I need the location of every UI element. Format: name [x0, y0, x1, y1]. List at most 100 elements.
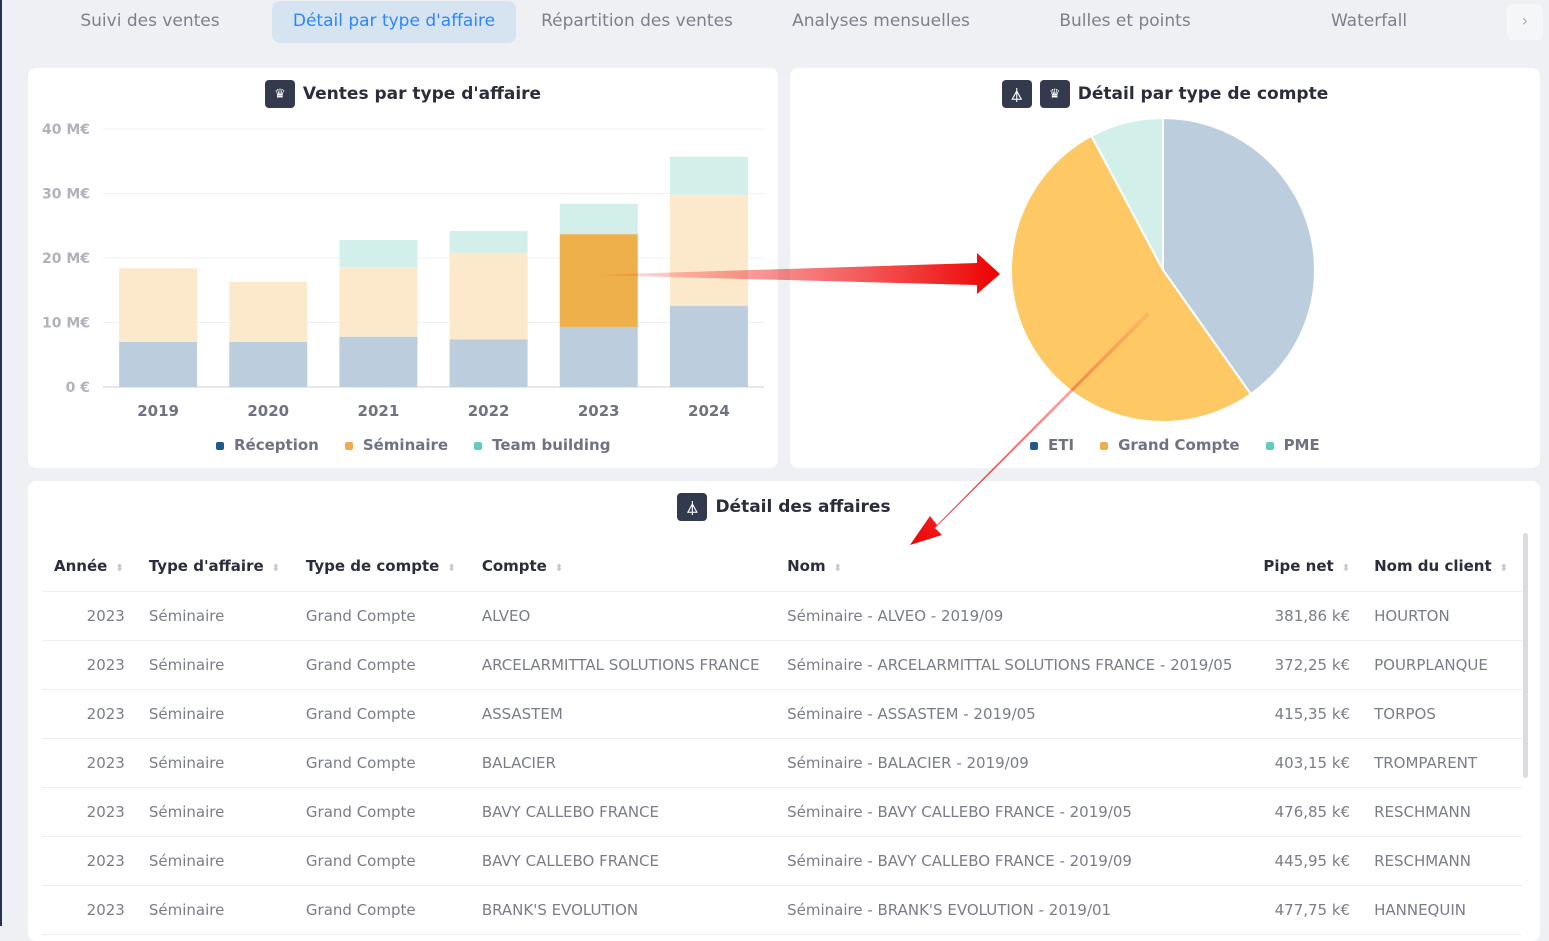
tab-waterfall[interactable]: Waterfall: [1330, 11, 1408, 31]
table-cell: TORPOS: [1362, 689, 1522, 739]
column-header-label: Nom: [787, 556, 826, 575]
legend-item[interactable]: Team building: [474, 436, 610, 454]
sort-icon[interactable]: ⬍: [833, 562, 842, 574]
table-cell: Séminaire - ALVEO - 2019/09: [775, 591, 1251, 641]
table-cell: BAVY CALLEBO FRANCE: [469, 836, 776, 886]
sort-icon[interactable]: ⬍: [271, 562, 281, 574]
table-row[interactable]: 2023 Séminaire Grand Compte BALACIER Séminai…: [42, 738, 1522, 788]
table-cell: 2023: [42, 591, 137, 641]
bar-2024-Team building[interactable]: [669, 156, 748, 195]
column-header[interactable]: Année ⬍: [42, 541, 137, 592]
sort-icon[interactable]: ⬍: [1499, 562, 1509, 574]
table-cell: Grand Compte: [293, 689, 470, 739]
y-tick-label: 10 M€: [42, 316, 90, 332]
tab-suivi-ventes[interactable]: Suivi des ventes: [80, 11, 220, 31]
pie-slice-ETI[interactable]: [1162, 116, 1316, 396]
table-cell: Séminaire - ARCELARMITTAL SOLUTIONS FRAN…: [775, 640, 1251, 690]
table-cell: 2023: [42, 689, 137, 739]
column-header[interactable]: Nom du client ⬍: [1362, 541, 1522, 592]
bar-2023-Réception[interactable]: [559, 327, 638, 387]
bar-2021-Réception[interactable]: [339, 336, 418, 387]
bar-2024-Séminaire[interactable]: [669, 194, 748, 306]
table-title-text: Détail des affaires: [715, 497, 891, 517]
tab-detail-type-affaire[interactable]: Détail par type d'affaire: [272, 1, 516, 43]
pie-slice-PME[interactable]: [1090, 116, 1164, 271]
table-cell: Séminaire: [136, 591, 294, 641]
x-tick-label: 2020: [247, 402, 289, 420]
bar-2019-Séminaire[interactable]: [119, 268, 198, 342]
table-cell: 381,86 k€: [1250, 591, 1363, 641]
bar-2021-Team building[interactable]: [339, 239, 418, 268]
deals-table: Année ⬍ Type d'affaire ⬍ Type de compte ⬍ Comp…: [42, 541, 1522, 935]
bar-2022-Séminaire[interactable]: [449, 252, 528, 340]
table-cell: 2023: [42, 787, 137, 837]
column-header-label: Type de compte: [305, 556, 440, 575]
column-header[interactable]: Type d'affaire ⬍: [136, 541, 294, 592]
table-cell: Grand Compte: [293, 787, 470, 837]
column-header[interactable]: Type de compte ⬍: [293, 541, 470, 592]
tab-repartition-ventes[interactable]: Répartition des ventes: [541, 11, 733, 31]
legend-item[interactable]: Réception: [216, 436, 319, 454]
table-cell: Séminaire - ASSASTEM - 2019/05: [775, 689, 1251, 739]
tab-bar: Suivi des ventes Détail par type d'affai…: [2, 0, 1549, 44]
table-row[interactable]: 2023 Séminaire Grand Compte BAVY CALLEBO FR…: [42, 836, 1522, 886]
x-tick-label: 2022: [468, 402, 510, 420]
bar-2019-Réception[interactable]: [119, 341, 198, 387]
bar-2022-Team building[interactable]: [449, 230, 528, 253]
tab-analyses-mensuelles[interactable]: Analyses mensuelles: [792, 11, 970, 31]
table-cell: 445,95 k€: [1250, 836, 1363, 886]
table-scrollbar[interactable]: [1523, 533, 1528, 778]
sort-icon[interactable]: ⬍: [1341, 562, 1351, 574]
table-cell: BAVY CALLEBO FRANCE: [469, 787, 776, 837]
sort-icon[interactable]: ⬍: [115, 562, 124, 574]
table-row[interactable]: 2023 Séminaire Grand Compte ASSASTEM Séminai…: [42, 689, 1522, 739]
x-tick-label: 2024: [688, 402, 730, 420]
tabs-next-button[interactable]: ›: [1507, 4, 1543, 40]
drilldown-icon[interactable]: ⏃: [677, 493, 708, 521]
y-tick-label: 40 M€: [42, 122, 90, 138]
table-cell: ARCELARMITTAL SOLUTIONS FRANCE: [469, 640, 776, 690]
pie-chart: [1010, 116, 1316, 423]
table-row[interactable]: 2023 Séminaire Grand Compte ARCELARMITTAL S…: [42, 640, 1522, 690]
bar-2023-Team building[interactable]: [559, 203, 638, 235]
legend-label: Grand Compte: [1118, 436, 1240, 454]
column-header[interactable]: Compte ⬍: [469, 541, 776, 592]
legend-item[interactable]: Séminaire: [344, 436, 448, 454]
legend-marker: [474, 441, 483, 450]
table-cell: Séminaire: [136, 836, 294, 886]
crown-icon[interactable]: ♛: [1039, 80, 1070, 108]
table-cell: TROMPARENT: [1362, 738, 1522, 788]
column-header[interactable]: Pipe net ⬍: [1250, 541, 1363, 592]
bar-2020-Réception[interactable]: [229, 341, 308, 387]
sort-icon[interactable]: ⬍: [447, 562, 456, 574]
column-header[interactable]: Nom ⬍: [775, 541, 1251, 592]
bar-2022-Réception[interactable]: [449, 339, 528, 387]
bar-2020-Séminaire[interactable]: [229, 281, 308, 342]
table-cell: Grand Compte: [293, 836, 470, 886]
pie-chart-card: ⏃ ♛ Détail par type de compte ETI Grand C…: [790, 68, 1540, 468]
legend-item[interactable]: ETI: [1030, 436, 1074, 454]
legend-item[interactable]: Grand Compte: [1100, 436, 1240, 454]
bar-2024-Réception[interactable]: [669, 305, 748, 387]
table-cell: RESCHMANN: [1362, 836, 1522, 886]
legend-marker: [216, 441, 224, 450]
table-row[interactable]: 2023 Séminaire Grand Compte BRANK'S EVOLUTI…: [42, 885, 1522, 935]
legend-label: PME: [1283, 436, 1320, 454]
table-cell: Séminaire: [136, 885, 294, 935]
column-header-label: Année: [54, 556, 108, 575]
sort-icon[interactable]: ⬍: [554, 562, 564, 574]
table-row[interactable]: 2023 Séminaire Grand Compte ALVEO Séminaire …: [42, 591, 1522, 641]
bar-2023-Séminaire[interactable]: [559, 234, 638, 328]
crown-icon[interactable]: ♛: [264, 80, 295, 108]
table-cell: HOURTON: [1362, 591, 1522, 641]
table-cell: Séminaire - BAVY CALLEBO FRANCE - 2019/0…: [775, 787, 1251, 837]
legend-item[interactable]: PME: [1265, 436, 1320, 454]
tab-bulles-points[interactable]: Bulles et points: [1059, 11, 1191, 31]
bar-2021-Séminaire[interactable]: [339, 267, 418, 337]
table-cell: 476,85 k€: [1250, 787, 1363, 837]
legend-marker: [1100, 441, 1109, 450]
table-row[interactable]: 2023 Séminaire Grand Compte BAVY CALLEBO FR…: [42, 787, 1522, 837]
pie-legend: ETI Grand Compte PME: [1030, 436, 1320, 454]
drilldown-icon[interactable]: ⏃: [1001, 80, 1032, 108]
bar-chart-title-text: Ventes par type d'affaire: [302, 84, 542, 104]
